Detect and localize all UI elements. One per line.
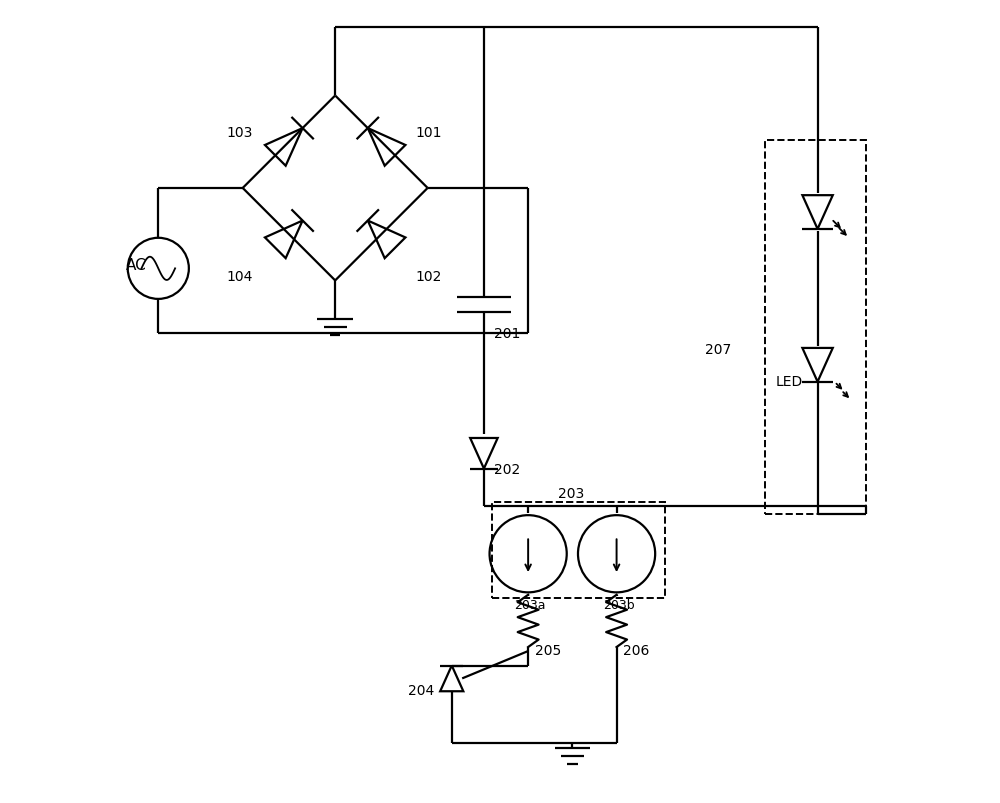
- Text: 207: 207: [705, 342, 731, 357]
- Text: 101: 101: [416, 125, 442, 140]
- Bar: [492, 502, 665, 598]
- Text: 202: 202: [494, 463, 521, 477]
- Text: LED: LED: [776, 374, 803, 389]
- Text: 102: 102: [416, 270, 442, 284]
- Text: 204: 204: [408, 683, 434, 698]
- Text: 205: 205: [535, 643, 561, 658]
- Text: 203b: 203b: [603, 598, 635, 611]
- Text: 201: 201: [494, 326, 521, 340]
- Text: 206: 206: [623, 643, 649, 658]
- Text: 203: 203: [558, 487, 584, 501]
- Text: 203a: 203a: [514, 598, 546, 611]
- Bar: [765, 141, 866, 514]
- Text: 104: 104: [227, 270, 253, 284]
- Text: 103: 103: [227, 125, 253, 140]
- Text: AC: AC: [126, 258, 147, 272]
